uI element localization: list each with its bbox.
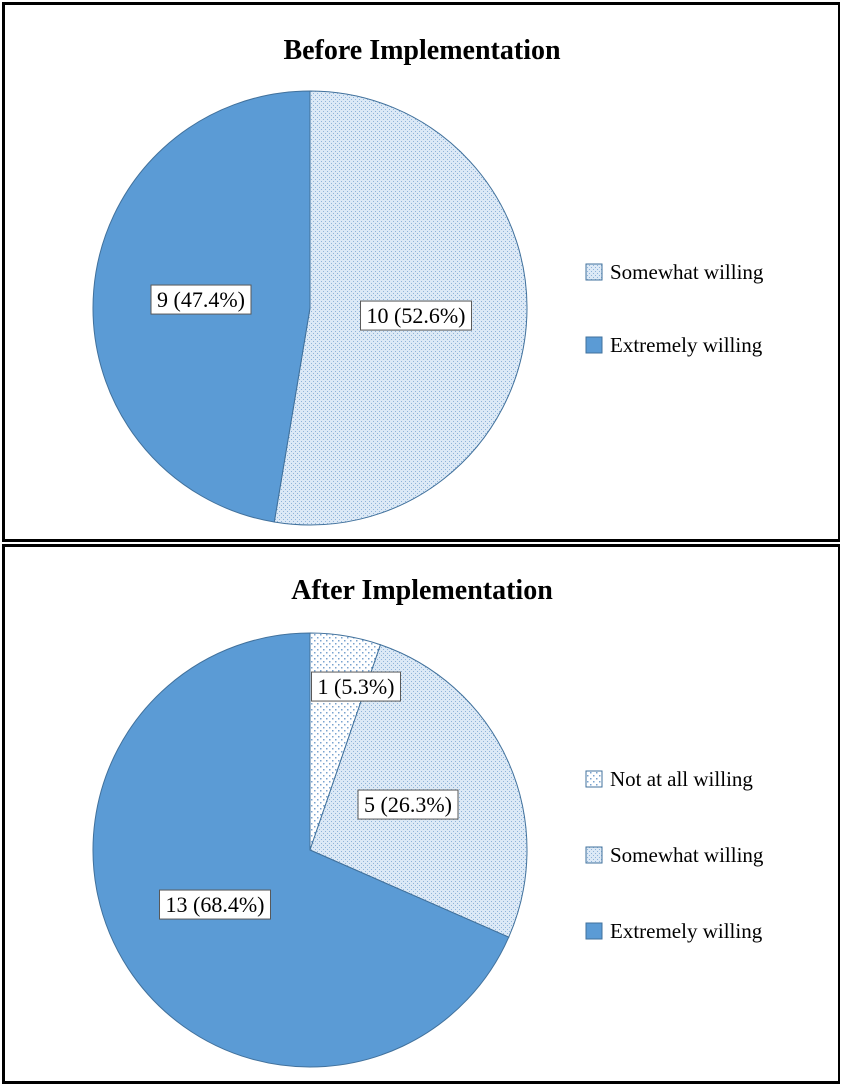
legend-label: Extremely willing	[610, 919, 763, 943]
data-label-text: 9 (47.4%)	[157, 287, 245, 312]
data-label-text: 10 (52.6%)	[367, 303, 466, 328]
chart-title: After Implementation	[291, 575, 553, 606]
data-label-not-at-all-willing: 1 (5.3%)	[311, 671, 401, 702]
legend-swatch	[585, 336, 603, 354]
legend-swatch	[585, 770, 603, 788]
legend-item-extremely-willing: Extremely willing	[585, 333, 763, 357]
legend-item-somewhat-willing: Somewhat willing	[585, 260, 764, 284]
chart-panel-before: Before Implementation 10 (52.6%) 9 (47.4%)…	[2, 2, 840, 542]
data-label-extremely-willing: 13 (68.4%)	[159, 889, 271, 920]
data-label-extremely-willing: 9 (47.4%)	[150, 284, 252, 315]
legend-swatch	[585, 922, 603, 940]
chart-title: Before Implementation	[283, 35, 561, 66]
legend-swatch	[585, 263, 603, 281]
legend-label: Not at all willing	[610, 767, 753, 791]
data-label-text: 1 (5.3%)	[318, 674, 395, 699]
legend-item-somewhat-willing: Somewhat willing	[585, 843, 764, 867]
legend-swatch	[585, 846, 603, 864]
data-label-somewhat-willing: 5 (26.3%)	[357, 789, 459, 820]
data-label-text: 13 (68.4%)	[166, 892, 265, 917]
data-label-text: 5 (26.3%)	[364, 792, 452, 817]
data-label-somewhat-willing: 10 (52.6%)	[360, 300, 472, 331]
legend: Somewhat willing Extremely willing	[585, 260, 764, 357]
legend-item-not-at-all-willing: Not at all willing	[585, 767, 753, 791]
legend-label: Extremely willing	[610, 333, 763, 357]
pie-chart-after: After Implementation 1 (5.3%) 5 (26.3%) 13 …	[92, 575, 764, 1068]
chart-panel-after: After Implementation 1 (5.3%) 5 (26.3%) 13 …	[2, 544, 840, 1084]
legend-label: Somewhat willing	[610, 843, 764, 867]
pie-chart-before: Before Implementation 10 (52.6%) 9 (47.4%)…	[92, 35, 764, 526]
pie-slice-extremely-willing	[92, 632, 510, 1068]
legend: Not at all willing Somewhat willing Extrem…	[585, 767, 764, 943]
legend-label: Somewhat willing	[610, 260, 764, 284]
legend-item-extremely-willing: Extremely willing	[585, 919, 763, 943]
